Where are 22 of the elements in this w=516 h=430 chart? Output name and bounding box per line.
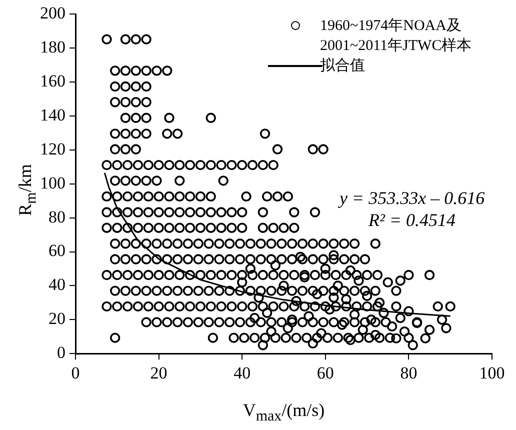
annotation: R² = 0.4514 bbox=[367, 210, 456, 230]
y-tick-label: 0 bbox=[57, 343, 66, 362]
x-tick-label: 20 bbox=[150, 363, 168, 382]
x-axis-title: V$_{max}$/(m/s) bbox=[242, 400, 325, 426]
y-tick-label: 180 bbox=[40, 38, 66, 57]
y-tick-label: 80 bbox=[48, 207, 66, 226]
x-tick-label: 100 bbox=[479, 363, 505, 382]
x-tick-label: 80 bbox=[400, 363, 418, 382]
y-tick-label: 40 bbox=[48, 275, 66, 294]
y-tick-label: 160 bbox=[40, 72, 66, 91]
x-tick-label: 0 bbox=[71, 363, 80, 382]
x-tick-label: 40 bbox=[234, 363, 251, 382]
y-tick-label: 60 bbox=[48, 241, 66, 260]
legend-label: 拟合值 bbox=[320, 56, 366, 76]
y-tick-label: 100 bbox=[40, 173, 66, 192]
legend-label: 1960~1974年NOAA及2001~2011年JTWC样本 bbox=[320, 17, 473, 56]
y-tick-label: 20 bbox=[48, 309, 66, 328]
x-tick-label: 60 bbox=[316, 363, 334, 382]
y-tick-label: 120 bbox=[40, 139, 66, 158]
y-tick-label: 140 bbox=[40, 105, 66, 124]
y-tick-label: 200 bbox=[40, 4, 66, 23]
annotation: y = 353.33x – 0.616 bbox=[337, 188, 485, 208]
